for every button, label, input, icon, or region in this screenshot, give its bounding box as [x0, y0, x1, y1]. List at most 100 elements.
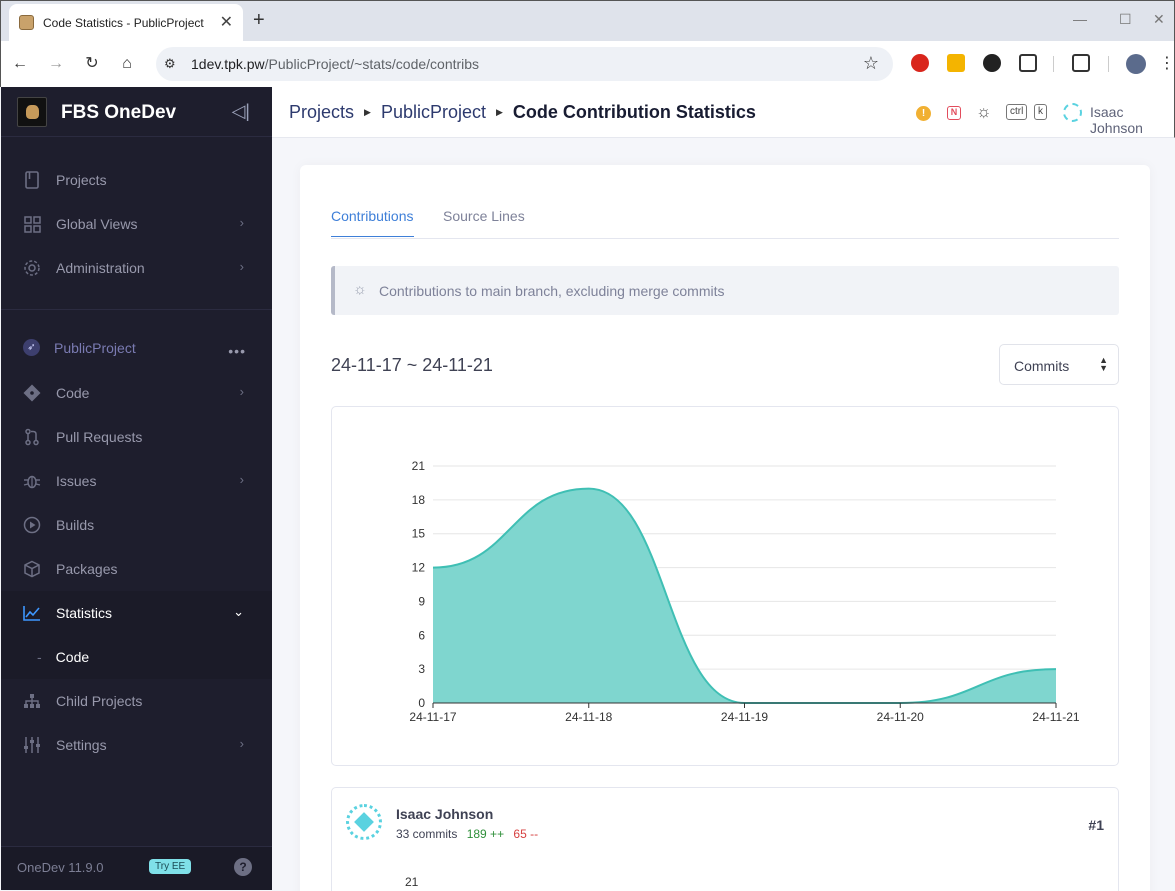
reload-icon[interactable]: ↻ — [85, 55, 99, 72]
extension-icon[interactable] — [947, 54, 965, 72]
new-tab-icon[interactable]: + — [253, 9, 265, 31]
line-chart-icon — [23, 604, 41, 622]
y-tick-label: 0 — [418, 696, 425, 710]
tab-source-lines[interactable]: Source Lines — [443, 208, 525, 224]
breadcrumb-caret-icon: ▶ — [496, 107, 503, 117]
bullet-dash: - — [37, 649, 42, 665]
chevron-right-icon: › — [239, 259, 244, 274]
sidebar-project-header[interactable]: ➶ PublicProject — [23, 339, 136, 356]
sidebar-item-code[interactable]: Code › — [1, 371, 272, 415]
site-settings-icon[interactable]: ⚙ — [164, 56, 176, 71]
breadcrumb-project[interactable]: PublicProject — [380, 102, 486, 122]
contributor-chart-tick: 21 — [405, 875, 419, 889]
toolbar-separator — [1053, 56, 1054, 72]
sidebar-item-pull-requests[interactable]: Pull Requests — [1, 415, 272, 459]
extensions-puzzle-icon[interactable] — [1019, 54, 1037, 72]
collapse-sidebar-icon[interactable]: ◁| — [231, 101, 250, 121]
sidebar-divider — [1, 309, 272, 310]
close-tab-icon[interactable]: ✕ — [219, 13, 233, 31]
brand-name: FBS OneDev — [61, 102, 177, 123]
sidebar-item-label: Packages — [56, 561, 118, 577]
kbd-ctrl[interactable]: ctrl — [1006, 104, 1028, 120]
x-tick-label: 24-11-17 — [409, 710, 456, 724]
stats-card: Contributions Source Lines ☼ Contributio… — [300, 165, 1150, 891]
theme-toggle-icon[interactable]: ☼ — [976, 102, 992, 121]
contributor-commits[interactable]: 33 commits — [396, 827, 458, 841]
metric-select[interactable]: Commits ▲ ▼ — [999, 344, 1119, 385]
sidebar-item-global-views[interactable]: Global Views › — [1, 202, 272, 246]
contribution-chart: 0 3 6 9 12 15 18 21 24-11-17 24-11-18 24-11-19 24-1… — [331, 406, 1119, 766]
contributor-name[interactable]: Isaac Johnson — [396, 806, 494, 822]
onedev-logo — [17, 97, 47, 127]
y-tick-label: 6 — [418, 628, 425, 642]
brand: FBS OneDev ◁| — [1, 87, 272, 137]
grid-icon — [23, 215, 41, 233]
toolbar-separator — [1108, 56, 1109, 72]
sidebar-subitem-code[interactable]: - Code — [1, 635, 272, 679]
user-name[interactable]: Isaac Johnson — [1090, 104, 1143, 136]
notification-icon[interactable]: N — [947, 106, 961, 120]
contributor-added: 189 ++ — [466, 827, 505, 841]
maximize-icon[interactable]: ☐ — [1119, 11, 1132, 27]
gear-icon — [23, 259, 41, 277]
page-title: Code Contribution Statistics — [512, 102, 756, 122]
play-circle-icon — [23, 516, 41, 534]
sidebar: FBS OneDev ◁| Projects Global Views › Ad… — [1, 87, 272, 890]
sidebar-item-statistics[interactable]: Statistics ⌄ — [1, 591, 272, 635]
try-ee-badge[interactable]: Try EE — [149, 859, 192, 874]
chevron-right-icon: › — [239, 215, 244, 230]
forward-icon[interactable]: → — [48, 55, 64, 72]
browser-chrome: Code Statistics - PublicProject ✕ + — ☐ … — [0, 0, 1175, 87]
x-tick-label: 24-11-21 — [1032, 710, 1079, 724]
hierarchy-icon — [23, 692, 41, 710]
sidebar-item-projects[interactable]: Projects — [1, 158, 272, 202]
sidebar-item-issues[interactable]: Issues › — [1, 459, 272, 503]
tab-title: Code Statistics - PublicProject — [43, 15, 204, 30]
chevron-down-icon: ⌄ — [233, 604, 244, 619]
user-avatar[interactable] — [1063, 103, 1082, 122]
contributor-avatar — [346, 804, 382, 840]
x-tick-label: 24-11-18 — [565, 710, 612, 724]
breadcrumb: Projects ▶ PublicProject ▶ Code Contribu… — [289, 102, 756, 123]
kbd-k[interactable]: k — [1034, 104, 1047, 120]
sidebar-item-builds[interactable]: Builds — [1, 503, 272, 547]
minimize-icon[interactable]: — — [1073, 11, 1087, 27]
y-tick-label: 21 — [412, 459, 426, 473]
bookmark-star-icon[interactable]: ☆ — [862, 53, 879, 73]
pull-request-icon — [23, 428, 41, 446]
contribution-area-chart[interactable]: 0 3 6 9 12 15 18 21 24-11-17 24-11-18 24-11-19 24-1… — [332, 407, 1120, 767]
sidebar-project-name: PublicProject — [54, 339, 136, 356]
close-window-icon[interactable]: ✕ — [1153, 11, 1165, 27]
sidebar-item-settings[interactable]: Settings › — [1, 723, 272, 767]
y-tick-label: 15 — [412, 527, 426, 541]
sidebar-item-child-projects[interactable]: Child Projects — [1, 679, 272, 723]
select-caret-icon: ▲ ▼ — [1099, 355, 1108, 373]
settings-extension-icon[interactable] — [983, 54, 1001, 72]
project-more-icon[interactable]: ••• — [228, 343, 246, 359]
x-tick-label: 24-11-20 — [877, 710, 924, 724]
profile-avatar[interactable] — [1126, 54, 1146, 74]
browser-tab[interactable]: Code Statistics - PublicProject ✕ — [9, 4, 243, 41]
sidebar-item-administration[interactable]: Administration › — [1, 246, 272, 290]
tab-search-icon[interactable] — [1072, 54, 1090, 72]
sidebar-item-label: Administration — [56, 260, 145, 276]
url-host: 1dev.tpk.pw — [191, 56, 265, 72]
back-icon[interactable]: ← — [12, 55, 28, 72]
series-line — [432, 487, 1057, 704]
help-icon[interactable]: ? — [234, 858, 252, 876]
sidebar-item-label: Statistics — [56, 605, 113, 621]
home-icon[interactable]: ⌂ — [122, 55, 132, 72]
book-icon — [23, 171, 41, 189]
browser-menu-icon[interactable]: ⋮ — [1159, 55, 1175, 72]
adblock-extension-icon[interactable] — [911, 54, 929, 72]
alert-icon[interactable]: ! — [916, 106, 931, 121]
sliders-icon — [23, 736, 41, 754]
y-tick-label: 3 — [418, 662, 425, 676]
y-tick-label: 9 — [418, 594, 425, 608]
sidebar-item-label: Pull Requests — [56, 429, 143, 445]
url-text[interactable]: 1dev.tpk.pw/PublicProject/~stats/code/co… — [191, 56, 479, 72]
tab-contributions[interactable]: Contributions — [331, 208, 414, 237]
sidebar-item-packages[interactable]: Packages — [1, 547, 272, 591]
address-bar[interactable]: ⚙ 1dev.tpk.pw/PublicProject/~stats/code/… — [156, 47, 893, 81]
breadcrumb-projects[interactable]: Projects — [289, 102, 355, 122]
